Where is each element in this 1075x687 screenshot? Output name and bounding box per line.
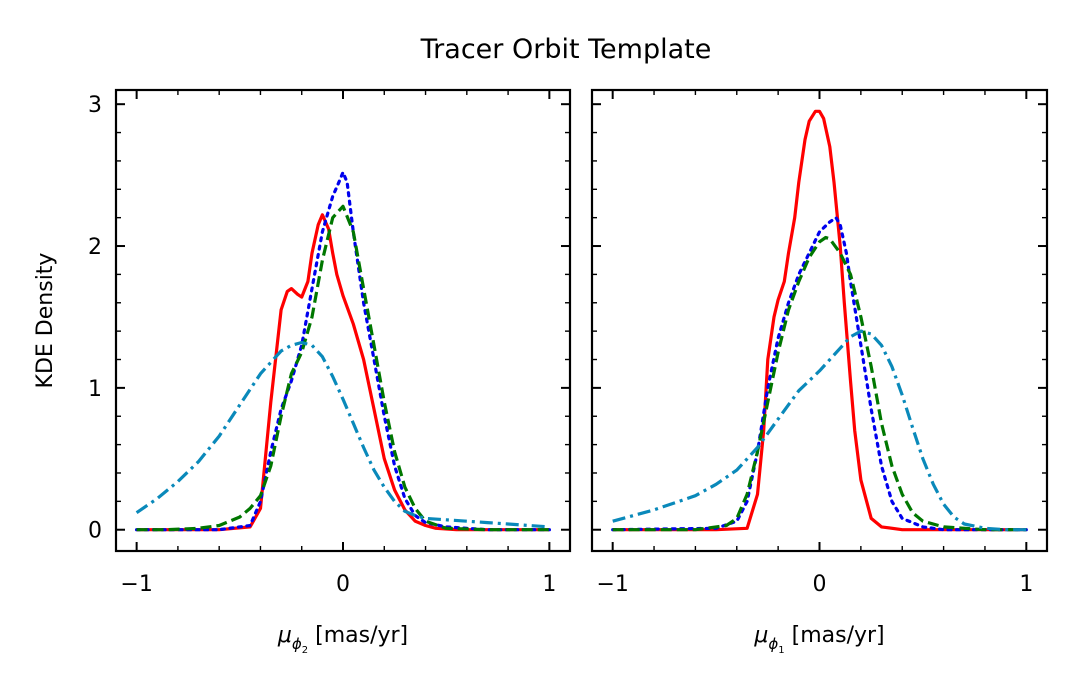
series-line-solid-red	[136, 213, 550, 532]
axes-frame	[114, 88, 572, 553]
series-line-dashed-green	[612, 235, 1027, 532]
x-axis-label: μϕ2 [mas/yr]	[277, 623, 408, 656]
axes-frame	[590, 88, 1049, 553]
x-tick-label: 0	[813, 572, 827, 597]
y-tick-label: 2	[88, 235, 102, 260]
figure-title: Tracer Orbit Template	[420, 34, 712, 65]
x-tick-label: −1	[596, 572, 628, 597]
series-line-dotted-blue	[611, 216, 1028, 532]
x-tick-label: 1	[1019, 572, 1033, 597]
x-axis-label: μϕ1 [mas/yr]	[753, 623, 884, 656]
series-group	[135, 170, 552, 532]
series-line-dotted-blue	[135, 170, 552, 532]
y-tick-label: 0	[88, 519, 102, 544]
series-line-dashdot-cyan	[135, 340, 550, 529]
series-group	[611, 109, 1028, 532]
x-tick-label: −1	[120, 572, 152, 597]
x-tick-label: 0	[336, 572, 350, 597]
y-tick-label: 1	[88, 377, 102, 402]
y-tick-label: 3	[88, 93, 102, 118]
panel-right: −1 0 1 μϕ1 [mas/yr]	[590, 88, 1049, 656]
panel-left: −1 0 1 0 1 2 3 μϕ2 [mas/yr] KDE Density	[33, 88, 572, 656]
series-line-dashed-green	[136, 204, 550, 532]
y-axis-label: KDE Density	[33, 253, 58, 389]
x-tick-label: 1	[542, 572, 556, 597]
series-line-solid-red	[612, 109, 1027, 532]
series-line-dashdot-cyan	[612, 329, 1027, 532]
